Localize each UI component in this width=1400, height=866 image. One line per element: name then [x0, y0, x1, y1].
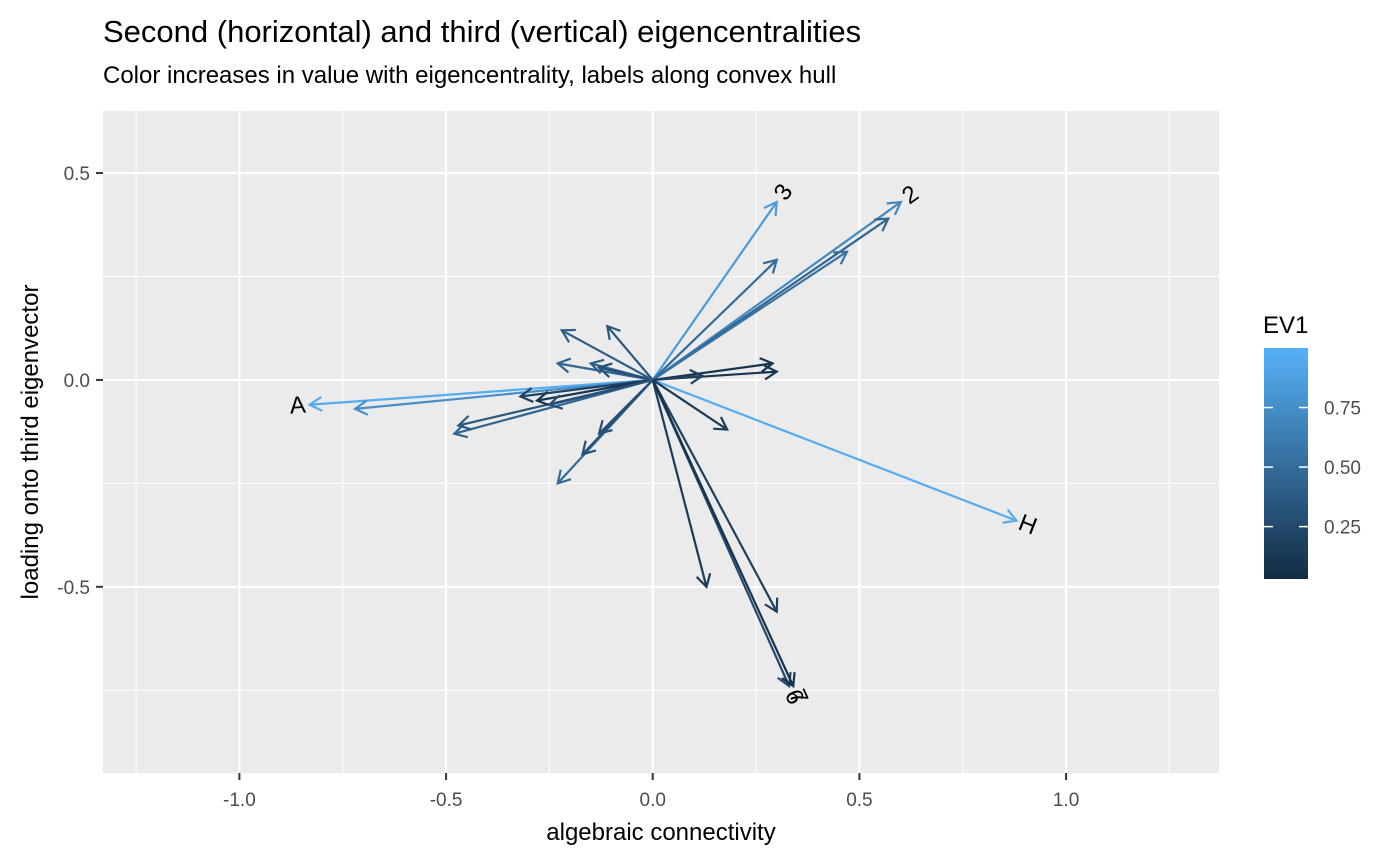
arrow-shaft — [355, 378, 653, 410]
arrow — [652, 368, 705, 385]
arrow — [651, 200, 778, 381]
arrow-head — [763, 200, 778, 217]
arrow — [559, 328, 654, 381]
arrow-head — [605, 324, 621, 341]
arrow-head — [307, 395, 323, 412]
arrow-head — [580, 440, 597, 457]
legend-tick-label: 0.50 — [1324, 458, 1361, 479]
arrow — [652, 378, 1019, 524]
arrow — [597, 379, 654, 436]
legend-title: EV1 — [1263, 312, 1308, 339]
chart-subtitle: Color increases in value with eigencentr… — [103, 62, 837, 89]
arrow — [652, 379, 729, 431]
legend-tick-label: 0.75 — [1324, 399, 1361, 420]
arrow-head — [764, 597, 779, 614]
arrow-head — [588, 358, 605, 375]
x-tick-label: 0.0 — [640, 790, 666, 811]
arrow-shaft — [309, 378, 653, 406]
legend-colorbar — [1264, 348, 1308, 579]
arrow-shaft — [598, 366, 653, 382]
arrow-shaft — [651, 379, 708, 588]
legend: EV1 0.25 0.50 0.75 — [1263, 312, 1361, 579]
arrow-shaft — [651, 259, 778, 381]
arrow-shaft — [549, 378, 653, 406]
arrow-head — [713, 416, 729, 431]
y-tick-label: 0.5 — [64, 164, 90, 185]
arrow-head — [518, 387, 534, 403]
x-tick-label: 0.5 — [846, 790, 872, 811]
arrow — [518, 378, 653, 403]
arrow — [307, 378, 653, 412]
arrow-head — [759, 357, 775, 373]
arrow — [652, 200, 903, 381]
x-tick-label: -0.5 — [430, 790, 463, 811]
arrow — [605, 324, 654, 381]
arrow-shaft — [652, 250, 848, 381]
plot-panel — [103, 111, 1219, 773]
grid-minor — [103, 111, 1219, 773]
arrow-head — [352, 399, 369, 416]
arrow-head — [556, 469, 572, 485]
y-axis-label: loading onto third eigenvector — [17, 285, 44, 600]
arrow-layer — [307, 200, 1019, 689]
point-label: A — [289, 392, 307, 420]
arrow-head — [547, 394, 564, 410]
arrow-head — [456, 415, 473, 431]
arrow-shaft — [652, 378, 1017, 522]
x-tick-label: -1.0 — [223, 790, 256, 811]
arrow-shaft — [598, 379, 654, 435]
arrow-head — [886, 200, 903, 216]
arrow-shaft — [520, 378, 653, 398]
arrow-shaft — [651, 201, 778, 381]
axes: -1.0 -0.5 0.0 0.5 1.0 -0.5 0.0 0.5 — [57, 164, 1079, 811]
arrow-head — [874, 217, 891, 232]
arrow-head — [534, 390, 551, 407]
arrow-head — [762, 258, 779, 274]
arrow — [651, 258, 779, 381]
arrow-shaft — [561, 329, 654, 381]
arrow-shaft — [651, 379, 795, 687]
arrow-shaft — [652, 201, 902, 381]
arrow-shaft — [652, 379, 728, 431]
arrow-head — [597, 419, 613, 436]
arrow — [596, 362, 653, 382]
arrow-head — [695, 573, 712, 589]
arrow-head — [781, 672, 796, 689]
arrow-head — [596, 362, 613, 378]
y-tick-label: 0.0 — [64, 371, 90, 392]
y-tick-label: -0.5 — [57, 578, 90, 599]
legend-tick-label: 0.25 — [1324, 518, 1361, 539]
arrow — [352, 378, 653, 416]
arrow — [651, 379, 712, 589]
arrow-shaft — [606, 325, 654, 381]
x-axis-label: algebraic connectivity — [546, 819, 775, 846]
x-tick-label: 1.0 — [1053, 790, 1079, 811]
arrow — [547, 378, 653, 410]
arrow — [652, 250, 849, 381]
arrow-head — [689, 368, 705, 385]
arrow — [651, 379, 796, 689]
arrow-shaft — [651, 379, 778, 613]
arrow-head — [1002, 509, 1019, 524]
arrow-shaft — [652, 374, 703, 382]
arrow-head — [832, 250, 849, 265]
arrow — [651, 379, 779, 614]
legend-ticks: 0.25 0.50 0.75 — [1264, 399, 1361, 539]
chart-title: Second (horizontal) and third (vertical)… — [103, 14, 862, 49]
arrow-head — [559, 328, 576, 343]
arrow-head — [555, 357, 572, 374]
